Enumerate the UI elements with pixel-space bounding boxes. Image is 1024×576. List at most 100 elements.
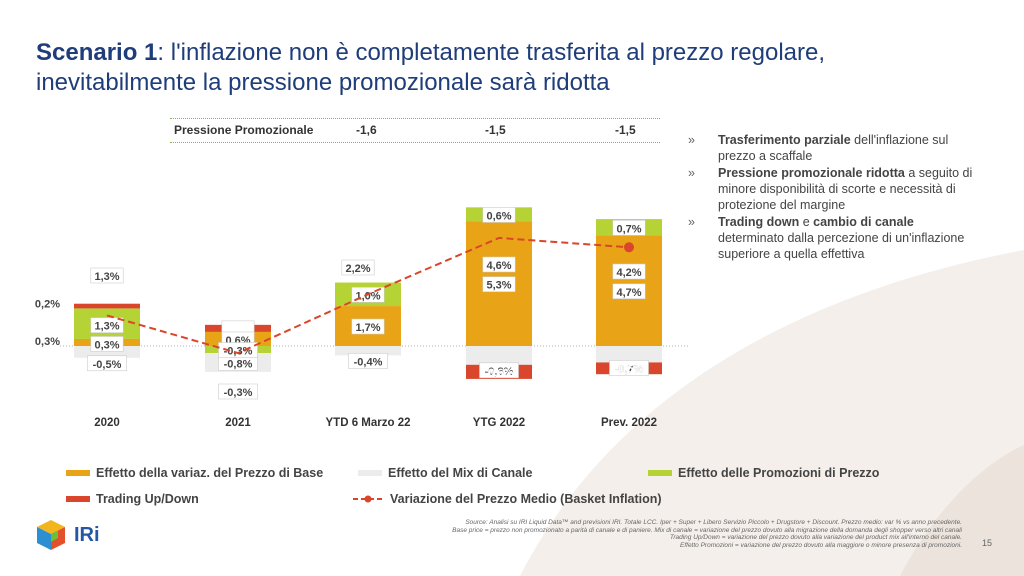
basket-inflation-line (106, 236, 630, 355)
data-label-channel-mix: -0,7% (615, 363, 644, 375)
line-label: 4,6% (486, 260, 511, 272)
x-tick-label: 2020 (94, 417, 120, 429)
data-label-promotions: 1,0% (355, 290, 380, 302)
bullet-item: » Trading down e cambio di canale determ… (688, 214, 978, 262)
data-label-base-price-side: 0,3% (35, 336, 60, 348)
data-label-base-price: 5,3% (486, 280, 511, 292)
data-label-base-price-box (612, 283, 646, 300)
legend-label: Trading Up/Down (96, 492, 199, 506)
bullet-text: determinato dalla percezione di un'infla… (718, 231, 965, 261)
legend-item-basket-inflation: Variazione del Prezzo Medio (Basket Infl… (352, 492, 662, 506)
data-label-promotions-box (90, 317, 124, 333)
data-label-promotions-box (612, 220, 646, 236)
line-label-box (218, 383, 258, 400)
legend-line-swatch (353, 495, 383, 503)
iri-logo: IRi (34, 518, 100, 552)
footnote-line: Base price = prezzo non promozionato a p… (452, 526, 962, 534)
legend-label: Effetto della variaz. del Prezzo di Base (96, 466, 324, 480)
logo-text: IRi (74, 523, 100, 546)
data-label-channel-mix: -0,4% (354, 356, 383, 368)
title-lead: Scenario 1 (36, 39, 158, 66)
data-label-channel-mix: -0,8% (224, 358, 253, 370)
data-label-promotions: 0,6% (486, 210, 511, 222)
legend-label: Effetto del Mix di Canale (388, 466, 533, 480)
data-label-promotions: 0,7% (616, 223, 641, 235)
x-tick-label: YTD 6 Marzo 22 (326, 417, 411, 429)
data-label-base-price: 1,7% (355, 322, 380, 334)
bullet-bold: Trasferimento parziale (718, 133, 851, 147)
data-label-trading-up-down: 0,2% (35, 299, 60, 311)
source-footnote: Source: Analisi su IRI Liquid Data™ and … (402, 519, 962, 549)
bullet-mark: » (688, 133, 695, 147)
promo-pressure-table: Pressione Promozionale -1,6 -1,5 -1,5 (170, 118, 660, 143)
line-label-box (90, 267, 124, 284)
data-label-channel-mix-box (479, 362, 519, 379)
title-rest: : l'inflazione non è completamente trasf… (36, 39, 826, 96)
line-label: 4,2% (616, 267, 641, 279)
promo-pressure-value-3: -1,5 (615, 123, 636, 137)
promo-pressure-value-2: -1,5 (485, 123, 506, 137)
bullet-list: » Trasferimento parziale dell'inflazione… (688, 132, 978, 263)
bar-segment-channel-mix (466, 346, 532, 365)
data-label-base-price-box (90, 336, 124, 352)
bullet-bold: Trading down (718, 215, 800, 229)
bullet-mark: » (688, 166, 695, 180)
x-tick-label: Prev. 2022 (601, 417, 657, 429)
data-label-trading-up-down: -0,5% (615, 363, 644, 375)
bullet-item: » Pressione promozionale ridotta a segui… (688, 165, 978, 213)
legend-item-promotions: Effetto delle Promozioni di Prezzo (648, 466, 879, 480)
bullet-text: a seguito di minore disponibilità di sco… (718, 166, 973, 212)
bullet-text: dell'inflazione sul prezzo a scaffale (718, 133, 949, 163)
line-label: 2,2% (345, 263, 370, 275)
page-title: Scenario 1: l'inflazione non è completam… (36, 38, 936, 98)
promo-pressure-value-1: -1,6 (356, 123, 377, 137)
promo-pressure-label: Pressione Promozionale (174, 123, 314, 137)
data-label-channel-mix-box (348, 353, 388, 369)
line-label-box (612, 263, 646, 280)
data-label-trading-up-down: -0,6% (485, 367, 514, 379)
data-label-promotions-box (482, 207, 516, 223)
data-label-channel-mix-box (87, 355, 127, 372)
bullet-text: e (799, 215, 814, 229)
data-label-base-price-box (482, 276, 516, 293)
data-label-base-price: 4,7% (616, 287, 641, 299)
footnote-line: Trading Up/Down = variazione del prezzo … (669, 534, 962, 541)
legend-swatch (358, 470, 382, 476)
x-tick-label: 2021 (225, 417, 251, 429)
legend-item-base-price: Effetto della variaz. del Prezzo di Base (66, 466, 323, 480)
footnote-line: Effetto Promozioni = variazione del prez… (680, 541, 962, 549)
legend-item-channel-mix: Effetto del Mix di Canale (358, 466, 532, 480)
bar-segment-channel-mix (335, 346, 401, 356)
legend-label: Variazione del Prezzo Medio (Basket Infl… (390, 492, 662, 506)
bar-segment-trading-up-down (74, 303, 140, 309)
bar-segment-channel-mix (596, 346, 662, 363)
logo-cube-icon (37, 520, 65, 550)
legend-item-trading: Trading Up/Down (66, 492, 199, 506)
data-label-base-price-box (351, 318, 385, 335)
bullet-bold: cambio di canale (813, 215, 914, 229)
data-label-channel-mix: -0,8% (485, 366, 514, 378)
legend-swatch (66, 496, 90, 502)
data-label-promotions-box (218, 342, 258, 358)
bullet-item: » Trasferimento parziale dell'inflazione… (688, 132, 978, 164)
basket-inflation-marker (624, 242, 634, 253)
bullet-mark: » (688, 215, 695, 229)
line-label-box (341, 259, 375, 276)
page-number: 15 (982, 538, 993, 548)
data-label-promotions: -0,3% (224, 346, 253, 358)
legend-swatch (66, 470, 90, 476)
data-label-channel-mix: -0,5% (93, 359, 122, 371)
footnote-line: Source: Analisi su IRI Liquid Data™ and … (465, 519, 962, 526)
line-label-box (482, 256, 516, 273)
bullet-bold: Pressione promozionale ridotta (718, 166, 905, 180)
legend-label: Effetto delle Promozioni di Prezzo (678, 466, 880, 480)
data-label-channel-mix-box (609, 360, 649, 376)
data-label-base-price: 0,3% (94, 339, 119, 351)
line-label: 1,3% (94, 271, 119, 283)
legend-swatch (648, 470, 672, 476)
line-label: -0,3% (224, 387, 253, 399)
x-tick-label: YTG 2022 (473, 417, 525, 429)
data-label-promotions: 1,3% (94, 321, 119, 333)
